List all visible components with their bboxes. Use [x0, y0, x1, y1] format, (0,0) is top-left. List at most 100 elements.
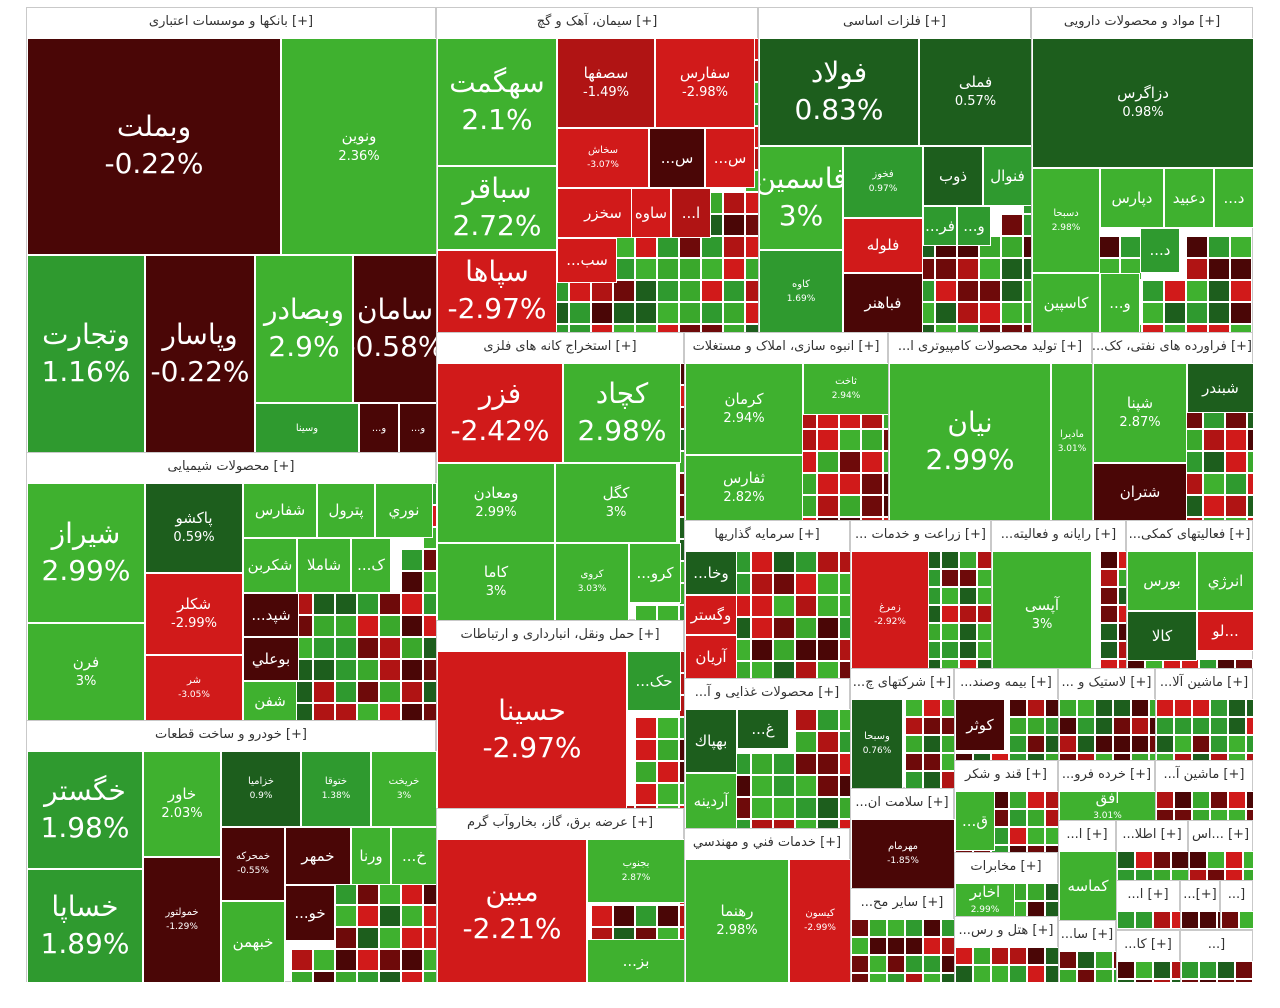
- sector-title[interactable]: [+] ماشین آ...: [1156, 761, 1252, 789]
- small-stock-cell[interactable]: [1131, 699, 1149, 717]
- small-stock-cell[interactable]: [839, 451, 861, 473]
- small-stock-cell[interactable]: [979, 258, 1001, 280]
- small-stock-cell[interactable]: [1009, 791, 1027, 809]
- stock-tile[interactable]: نیان 2.99%: [889, 363, 1051, 521]
- small-stock-cell[interactable]: [1235, 961, 1253, 979]
- small-stock-cell[interactable]: [679, 280, 701, 302]
- small-stock-cell[interactable]: [959, 569, 977, 587]
- small-stock-cell[interactable]: [923, 735, 941, 753]
- small-stock-cell[interactable]: [773, 639, 795, 661]
- small-stock-cell[interactable]: [1059, 969, 1077, 983]
- small-stock-cell[interactable]: [1246, 699, 1254, 717]
- stock-tile[interactable]: خریخت 3%: [371, 751, 437, 827]
- small-stock-cell[interactable]: [1210, 791, 1228, 809]
- small-stock-cell[interactable]: [357, 593, 379, 615]
- stock-tile[interactable]: آردینه: [685, 773, 737, 829]
- small-stock-cell[interactable]: [941, 717, 955, 735]
- small-stock-cell[interactable]: [635, 605, 657, 621]
- small-stock-cell[interactable]: [1174, 717, 1192, 735]
- stock-tile[interactable]: مبین -2.21%: [437, 839, 587, 983]
- stock-tile[interactable]: اخابر 2.99%: [955, 883, 1015, 917]
- small-stock-cell[interactable]: [1217, 961, 1235, 979]
- stock-tile[interactable]: شیراز 2.99%: [27, 483, 145, 623]
- small-stock-cell[interactable]: [923, 937, 941, 955]
- small-stock-cell[interactable]: [313, 703, 335, 721]
- small-stock-cell[interactable]: [861, 495, 883, 517]
- small-stock-cell[interactable]: [941, 919, 955, 937]
- small-stock-cell[interactable]: [357, 681, 379, 703]
- small-stock-cell[interactable]: [335, 681, 357, 703]
- stock-tile[interactable]: وبملت -0.22%: [27, 38, 281, 255]
- small-stock-cell[interactable]: [861, 429, 883, 451]
- small-stock-cell[interactable]: [795, 775, 817, 797]
- stock-tile[interactable]: خمولتور -1.29%: [143, 857, 221, 983]
- stock-tile[interactable]: سامان-0.58%: [353, 255, 437, 403]
- stock-tile[interactable]: خساپا 1.89%: [27, 869, 143, 983]
- small-stock-cell[interactable]: [1135, 961, 1153, 979]
- small-stock-cell[interactable]: [1100, 623, 1118, 641]
- small-stock-cell[interactable]: [817, 595, 839, 617]
- small-stock-cell[interactable]: [1208, 302, 1230, 324]
- small-stock-cell[interactable]: [313, 593, 335, 615]
- small-stock-cell[interactable]: [869, 955, 887, 973]
- small-stock-cell[interactable]: [941, 623, 959, 641]
- stock-tile[interactable]: انرژي: [1197, 551, 1254, 611]
- small-stock-cell[interactable]: [1192, 717, 1210, 735]
- stock-tile[interactable]: خزامیا 0.9%: [221, 751, 301, 827]
- small-stock-cell[interactable]: [1009, 947, 1027, 965]
- small-stock-cell[interactable]: [1095, 717, 1113, 735]
- small-stock-cell[interactable]: [401, 637, 423, 659]
- stock-tile[interactable]: خگستر 1.98%: [27, 751, 143, 869]
- small-stock-cell[interactable]: [941, 641, 959, 659]
- sector-title[interactable]: [+]...: [1181, 881, 1219, 909]
- small-stock-cell[interactable]: [1153, 851, 1171, 869]
- small-stock-cell[interactable]: [723, 258, 745, 280]
- small-stock-cell[interactable]: [795, 639, 817, 661]
- small-stock-cell[interactable]: [839, 429, 861, 451]
- small-stock-cell[interactable]: [657, 783, 679, 805]
- small-stock-cell[interactable]: [935, 280, 957, 302]
- stock-tile[interactable]: ذوب: [923, 146, 983, 206]
- small-stock-cell[interactable]: [851, 937, 869, 955]
- small-stock-cell[interactable]: [379, 971, 401, 983]
- small-stock-cell[interactable]: [773, 573, 795, 595]
- small-stock-cell[interactable]: [357, 883, 379, 905]
- small-stock-cell[interactable]: [401, 659, 423, 681]
- small-stock-cell[interactable]: [1045, 965, 1059, 983]
- small-stock-cell[interactable]: [817, 551, 839, 573]
- small-stock-cell[interactable]: [313, 659, 335, 681]
- small-stock-cell[interactable]: [1077, 717, 1095, 735]
- small-stock-cell[interactable]: [977, 641, 992, 659]
- small-stock-cell[interactable]: [923, 919, 941, 937]
- small-stock-cell[interactable]: [773, 661, 795, 679]
- sector-title[interactable]: [+] کا...: [1117, 931, 1179, 959]
- small-stock-cell[interactable]: [1027, 827, 1045, 845]
- small-stock-cell[interactable]: [635, 258, 657, 280]
- stock-tile[interactable]: و...: [957, 206, 991, 246]
- small-stock-cell[interactable]: [1164, 280, 1186, 302]
- stock-tile[interactable]: بجنوب 2.87%: [587, 839, 685, 903]
- small-stock-cell[interactable]: [861, 473, 883, 495]
- small-stock-cell[interactable]: [1156, 717, 1174, 735]
- small-stock-cell[interactable]: [923, 753, 941, 771]
- small-stock-cell[interactable]: [773, 797, 795, 819]
- small-stock-cell[interactable]: [335, 949, 357, 971]
- small-stock-cell[interactable]: [751, 775, 773, 797]
- small-stock-cell[interactable]: [657, 717, 679, 739]
- small-stock-cell[interactable]: [657, 302, 679, 324]
- stock-tile[interactable]: وبصادر 2.9%: [255, 255, 353, 403]
- small-stock-cell[interactable]: [1203, 473, 1225, 495]
- small-stock-cell[interactable]: [1246, 735, 1254, 753]
- stock-tile[interactable]: شاملا: [297, 538, 351, 593]
- stock-tile[interactable]: آریان: [685, 635, 737, 679]
- small-stock-cell[interactable]: [941, 605, 959, 623]
- small-stock-cell[interactable]: [795, 709, 817, 731]
- small-stock-cell[interactable]: [1174, 735, 1192, 753]
- small-stock-cell[interactable]: [1186, 302, 1208, 324]
- stock-tile[interactable]: فلوله: [843, 218, 923, 273]
- small-stock-cell[interactable]: [401, 549, 423, 571]
- stock-tile[interactable]: کرو...: [629, 543, 681, 603]
- small-stock-cell[interactable]: [1120, 236, 1142, 258]
- stock-tile[interactable]: س...: [649, 128, 705, 188]
- small-stock-cell[interactable]: [423, 681, 437, 703]
